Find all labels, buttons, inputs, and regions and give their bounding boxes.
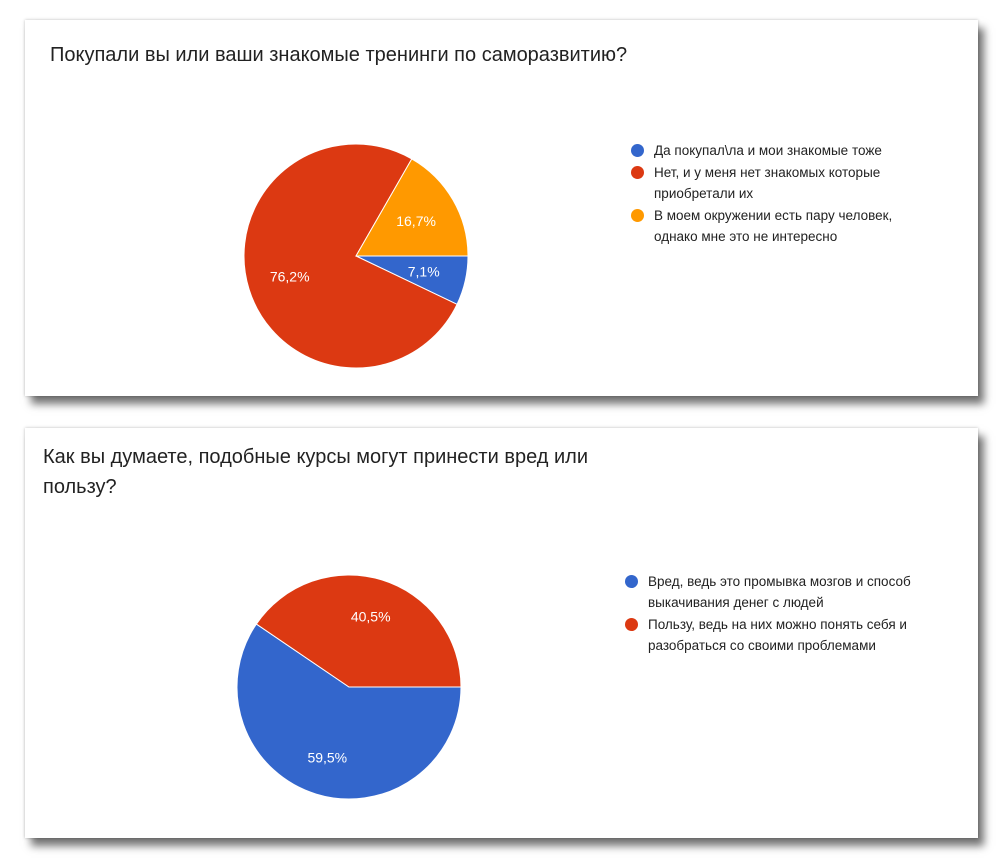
legend-swatch — [631, 144, 644, 157]
legend-label: Вред, ведь это промывка мозгов и способ … — [648, 574, 911, 610]
legend-swatch — [625, 618, 638, 631]
chart-card-self-development: Покупали вы или ваши знакомые тренинги п… — [25, 20, 978, 396]
chart-title: Покупали вы или ваши знакомые тренинги п… — [50, 44, 628, 66]
slice-data-label: 16,7% — [396, 213, 436, 229]
legend-label: Нет, и у меня нет знакомых которые приоб… — [654, 165, 881, 201]
pie-slice[interactable] — [243, 143, 458, 369]
pie-chart: 7,1% 76,2% 16,7% — [243, 143, 469, 369]
chart-legend: Да покупал\ла и мои знакомые тоже Нет, и… — [631, 140, 931, 248]
slice-data-label: 59,5% — [307, 750, 347, 766]
legend-swatch — [631, 166, 644, 179]
chart-card-harm-or-benefit: Как вы думаете, подобные курсы могут при… — [25, 428, 978, 838]
slice-data-label: 76,2% — [270, 269, 310, 285]
legend-item[interactable]: Нет, и у меня нет знакомых которые приоб… — [631, 162, 931, 204]
legend-swatch — [625, 575, 638, 588]
legend-item[interactable]: Вред, ведь это промывка мозгов и способ … — [625, 571, 925, 613]
chart-legend: Вред, ведь это промывка мозгов и способ … — [625, 571, 925, 657]
pie-slice[interactable] — [236, 623, 462, 800]
chart-title: Как вы думаете, подобные курсы могут при… — [43, 446, 588, 498]
legend-label: Да покупал\ла и мои знакомые тоже — [654, 143, 882, 158]
slice-data-label: 7,1% — [408, 263, 440, 279]
legend-item[interactable]: Да покупал\ла и мои знакомые тоже — [631, 140, 931, 161]
legend-label: В моем окружении есть пару человек, одна… — [654, 208, 893, 244]
pie-slice[interactable] — [355, 158, 469, 257]
slice-data-label: 40,5% — [351, 608, 391, 624]
pie-slice[interactable] — [255, 574, 462, 688]
legend-label: Пользу, ведь на них можно понять себя и … — [648, 617, 907, 653]
legend-swatch — [631, 209, 644, 222]
legend-item[interactable]: Пользу, ведь на них можно понять себя и … — [625, 614, 925, 656]
legend-item[interactable]: В моем окружении есть пару человек, одна… — [631, 205, 931, 247]
pie-chart: 59,5% 40,5% — [236, 574, 462, 800]
